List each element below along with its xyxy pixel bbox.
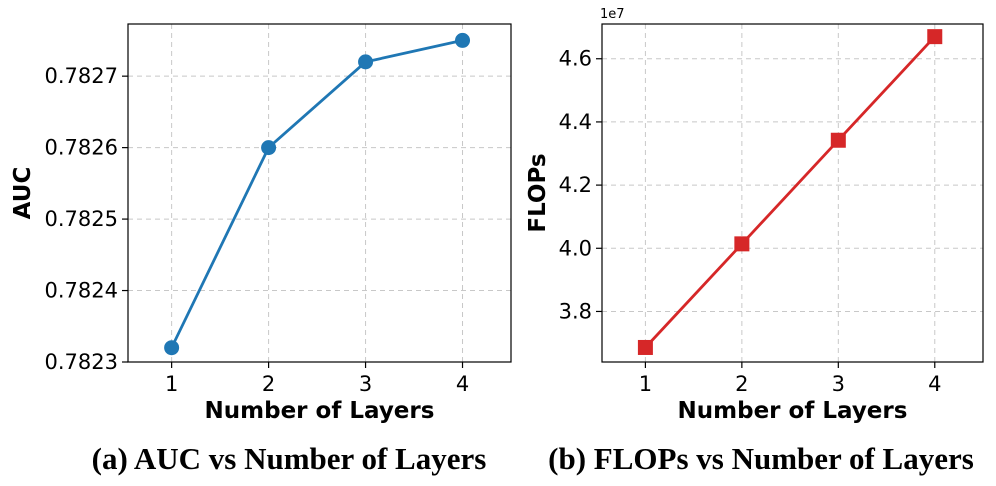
panel-2-x-tick-label: 4 xyxy=(928,372,941,396)
panel-2-y-tick-label: 3.8 xyxy=(559,299,592,323)
panel-1-data-point xyxy=(358,54,374,70)
panel-1-y-tick-label: 0.7824 xyxy=(45,279,118,303)
panel-1-y-axis-label: AUC xyxy=(10,167,36,220)
panel-1-x-tick-label: 2 xyxy=(262,372,275,396)
panel-1-x-tick-label: 4 xyxy=(456,372,469,396)
panel-2-y-tick-label: 4.0 xyxy=(559,236,592,260)
panel-1-data-point xyxy=(455,32,471,48)
panel-2-y-axis-label: FLOPs xyxy=(525,153,551,232)
panel-1-y-tick-label: 0.7827 xyxy=(45,64,118,88)
panel-1-x-tick-label: 3 xyxy=(359,372,372,396)
panel-2-y-tick-label: 4.4 xyxy=(559,110,592,134)
panel-2-x-tick-label: 1 xyxy=(639,372,652,396)
panel-1-y-tick-label: 0.7825 xyxy=(45,207,118,231)
panel-1-x-axis-label: Number of Layers xyxy=(205,398,435,424)
chart-panel-1: 1 2 3 4 0.7823 0.7824 0.7825 0.7826 0.7827 Number… xyxy=(10,23,512,476)
panel-1-x-tick-label: 1 xyxy=(165,372,178,396)
panel-1-y-tick-label: 0.7826 xyxy=(45,136,118,160)
panel-2-data-point xyxy=(830,132,846,148)
panel-1-series-line xyxy=(170,39,463,349)
panel-1-data-point xyxy=(164,340,180,356)
panel-2-y-tick-label: 4.6 xyxy=(559,47,592,71)
panel-2-series-line xyxy=(644,35,936,349)
panel-2-x-tick-label: 3 xyxy=(832,372,845,396)
chart-panel-2: 1 2 3 4 3.8 4.0 4.2 4.4 4.6 1e7 Number of Layers FL… xyxy=(525,7,984,476)
panel-1-data-point xyxy=(261,140,277,156)
panel-2-plot-frame xyxy=(601,23,984,363)
panel-2-data-point xyxy=(927,29,943,45)
panel-2-y-offset-label: 1e7 xyxy=(600,7,625,22)
panel-2-x-tick-label: 2 xyxy=(735,372,748,396)
panel-1-plot-frame xyxy=(127,23,512,363)
panel-2-data-point xyxy=(734,236,750,252)
panel-1-y-tick-label: 0.7823 xyxy=(45,350,118,374)
panel-2-y-tick-label: 4.2 xyxy=(559,173,592,197)
panel-2-x-axis-label: Number of Layers xyxy=(678,398,908,424)
panel-2-data-point xyxy=(637,339,653,355)
panel-1-caption: (a) AUC vs Number of Layers xyxy=(92,441,487,476)
panel-2-caption: (b) FLOPs vs Number of Layers xyxy=(548,441,974,476)
